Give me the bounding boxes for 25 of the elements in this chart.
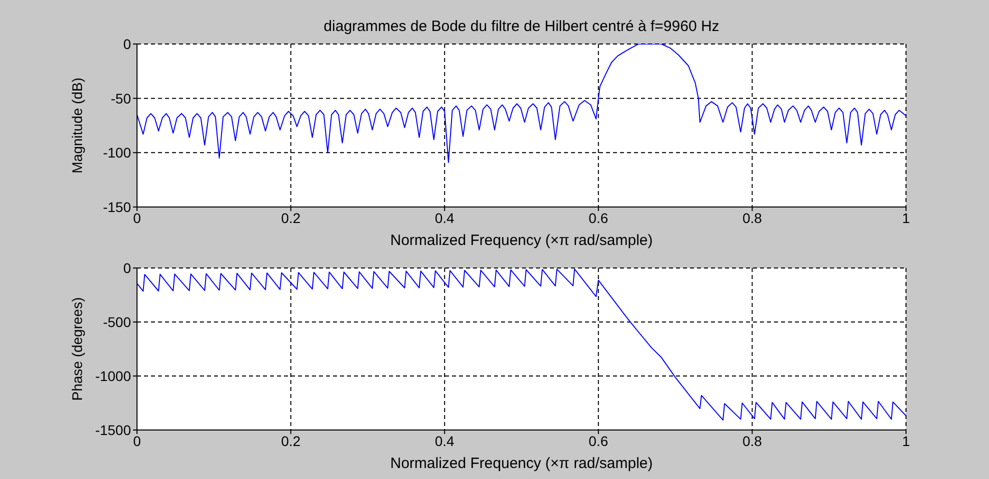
x-tick-label: 0.6 [588, 432, 608, 449]
x-tick-label: 1 [902, 432, 910, 449]
y-axis-title: Phase (degrees) [68, 297, 85, 401]
chart-title: diagrammes de Bode du filtre de Hilbert centré à f=9960 Hz [322, 18, 720, 35]
y-tick-label: -150 [102, 198, 132, 215]
y-tick-label: -50 [110, 90, 132, 106]
x-tick-label: 0.2 [281, 210, 301, 226]
y-axis-title: Magnitude (dB) [68, 78, 85, 174]
y-tick-label: -1500 [95, 422, 132, 438]
x-tick-label: 0 [133, 432, 142, 449]
x-tick-label: 0.8 [742, 432, 762, 449]
x-axis-title: Normalized Frequency (×π rad/sample) [390, 232, 653, 249]
x-tick-label: 0.4 [434, 432, 455, 449]
x-tick-label: 0.8 [742, 210, 762, 226]
x-tick-label: 0.4 [434, 210, 455, 226]
x-tick-label: 0.6 [588, 210, 608, 226]
y-tick-label: -100 [102, 144, 132, 161]
x-axis-title: Normalized Frequency (×π rad/sample) [390, 455, 653, 472]
y-tick-label: -500 [102, 314, 132, 330]
y-tick-label: 0 [123, 36, 132, 52]
x-tick-label: 0.2 [281, 432, 301, 449]
y-tick-label: 0 [123, 260, 132, 276]
y-tick-label: -1000 [95, 368, 132, 384]
x-tick-label: 1 [902, 210, 910, 226]
x-tick-label: 0 [133, 210, 142, 226]
